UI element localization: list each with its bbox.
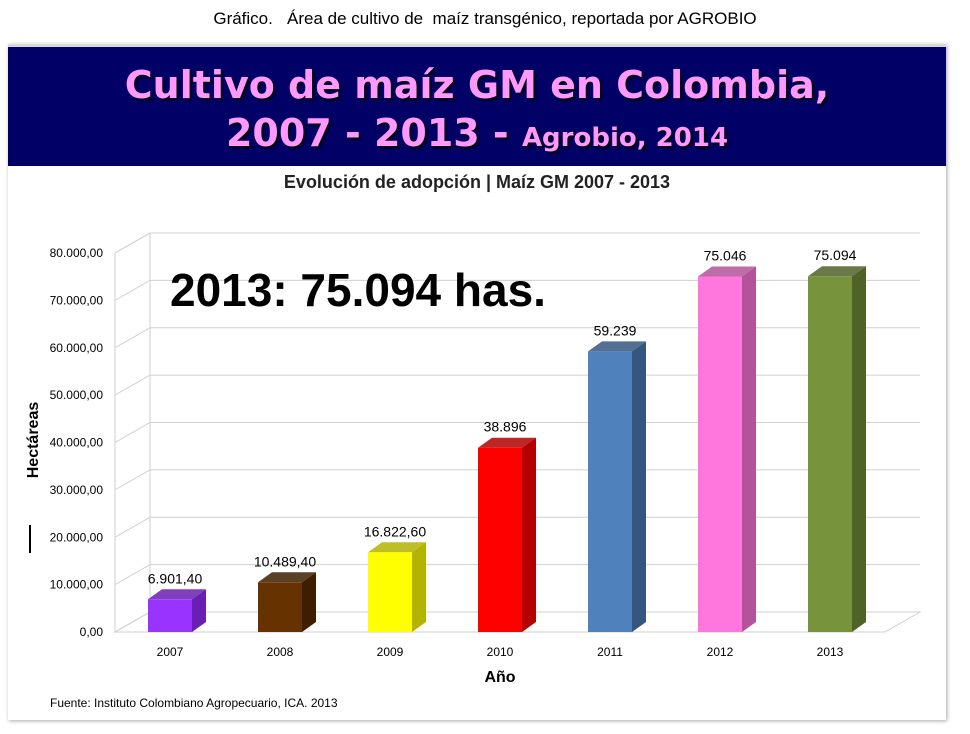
x-tick-label: 2007 xyxy=(157,645,184,659)
gridline xyxy=(114,422,920,443)
gridline xyxy=(114,374,920,396)
y-tick-label: 30.000,00 xyxy=(50,483,104,497)
banner-source: Agrobio, 2014 xyxy=(521,123,729,153)
bar xyxy=(258,582,302,632)
bar-side xyxy=(302,572,316,632)
data-label: 75.046 xyxy=(704,247,747,263)
data-label: 38.896 xyxy=(484,419,527,435)
x-tick-label: 2013 xyxy=(817,645,844,659)
y-tick-label: 0,00 xyxy=(80,625,104,639)
bar-top xyxy=(588,341,646,352)
bar-top xyxy=(258,572,316,583)
y-tick-label: 60.000,00 xyxy=(50,341,104,355)
bar-top xyxy=(148,589,206,600)
x-tick-label: 2010 xyxy=(487,645,514,659)
bar xyxy=(478,447,522,632)
data-label: 59.239 xyxy=(594,322,637,338)
bar-side xyxy=(412,542,426,632)
gridline xyxy=(114,469,920,491)
gridline xyxy=(114,279,920,301)
bar xyxy=(588,351,632,632)
y-tick-label: 80.000,00 xyxy=(50,246,104,260)
x-tick-label: 2012 xyxy=(707,645,734,659)
y-tick-label: 70.000,00 xyxy=(50,293,104,307)
data-label: 16.822,60 xyxy=(364,523,426,539)
chart-annotation: 2013: 75.094 has. xyxy=(170,264,546,316)
data-label: 75.094 xyxy=(814,247,857,263)
bar xyxy=(808,276,852,632)
text-cursor-mark xyxy=(29,525,31,553)
figure-caption: Gráfico. Área de cultivo de maíz transgé… xyxy=(213,9,757,28)
bar-top xyxy=(478,437,536,448)
source-note: Fuente: Instituto Colombiano Agropecuari… xyxy=(50,696,338,710)
gridline xyxy=(114,516,920,538)
y-tick-label: 10.000,00 xyxy=(50,578,104,592)
bar-side xyxy=(522,437,536,632)
bar-side xyxy=(632,341,646,632)
gridline xyxy=(114,232,920,254)
banner-title-line1: Cultivo de maíz GM en Colombia, xyxy=(124,63,830,107)
banner-years: 2007 - 2013 - xyxy=(225,111,522,155)
y-tick-label: 20.000,00 xyxy=(50,530,104,544)
x-axis-title: Año xyxy=(484,669,515,686)
y-tick-label: 40.000,00 xyxy=(50,436,104,450)
bar-top xyxy=(368,542,426,553)
x-tick-label: 2011 xyxy=(597,645,623,659)
bar xyxy=(368,552,412,632)
title-banner: Cultivo de maíz GM en Colombia, 2007 - 2… xyxy=(8,44,946,166)
chart-title: Evolución de adopción | Maíz GM 2007 - 2… xyxy=(283,172,671,192)
bar xyxy=(698,276,742,632)
bar xyxy=(148,599,192,632)
bar-side xyxy=(742,266,756,632)
data-label: 6.901,40 xyxy=(148,570,203,586)
gridline xyxy=(114,564,920,586)
bar-side xyxy=(852,266,866,632)
gridline xyxy=(114,327,920,349)
y-axis-title: Hectáreas xyxy=(25,402,42,479)
data-label: 10.489,40 xyxy=(254,553,316,569)
x-tick-label: 2009 xyxy=(377,645,404,659)
bar-top xyxy=(698,266,756,277)
banner-title-line2: 2007 - 2013 - Agrobio, 2014 xyxy=(8,109,946,162)
bar-top xyxy=(808,266,866,277)
x-tick-label: 2008 xyxy=(267,645,294,659)
y-tick-label: 50.000,00 xyxy=(50,388,104,402)
bar-side xyxy=(192,589,206,632)
